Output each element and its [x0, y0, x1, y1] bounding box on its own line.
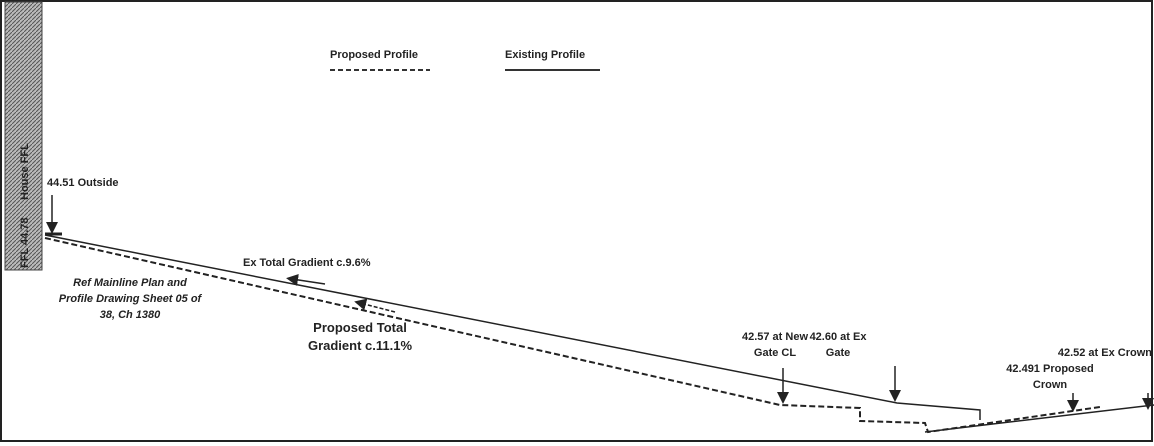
ex-crown-label: 42.52 at Ex Crown — [1058, 347, 1152, 359]
ex-gate-label: Gate — [826, 347, 850, 359]
new-gate-label: 42.57 at New — [742, 331, 808, 343]
proposed-gradient-label: Gradient c.11.1% — [308, 338, 412, 353]
proposed-crown-label: 42.491 Proposed — [1006, 363, 1093, 375]
outside-label: 44.51 Outside — [47, 177, 119, 189]
gradient-arrow — [354, 298, 396, 313]
house-level: FFL 44.78 — [19, 217, 31, 268]
proposed-gradient-label: Proposed Total — [313, 320, 407, 335]
house-wall — [4, 1, 43, 271]
reference-line: Profile Drawing Sheet 05 of — [59, 293, 203, 305]
gradient-arrow — [286, 273, 326, 286]
ex-gradient-label: Ex Total Gradient c.9.6% — [243, 257, 371, 269]
proposed-profile — [44, 237, 1101, 434]
legend-proposed: Proposed Profile — [330, 49, 418, 61]
existing-profile-right — [924, 404, 1154, 433]
reference-line: Ref Mainline Plan and — [73, 277, 187, 289]
proposed-crown-label: Crown — [1033, 379, 1068, 391]
new-gate-label: Gate CL — [754, 347, 796, 359]
ex-gate-label: 42.60 at Ex — [810, 331, 868, 343]
reference-line: 38, Ch 1380 — [100, 309, 161, 321]
legend-existing: Existing Profile — [505, 49, 585, 61]
existing-profile — [44, 234, 981, 420]
house-label: House FFL — [19, 143, 31, 200]
